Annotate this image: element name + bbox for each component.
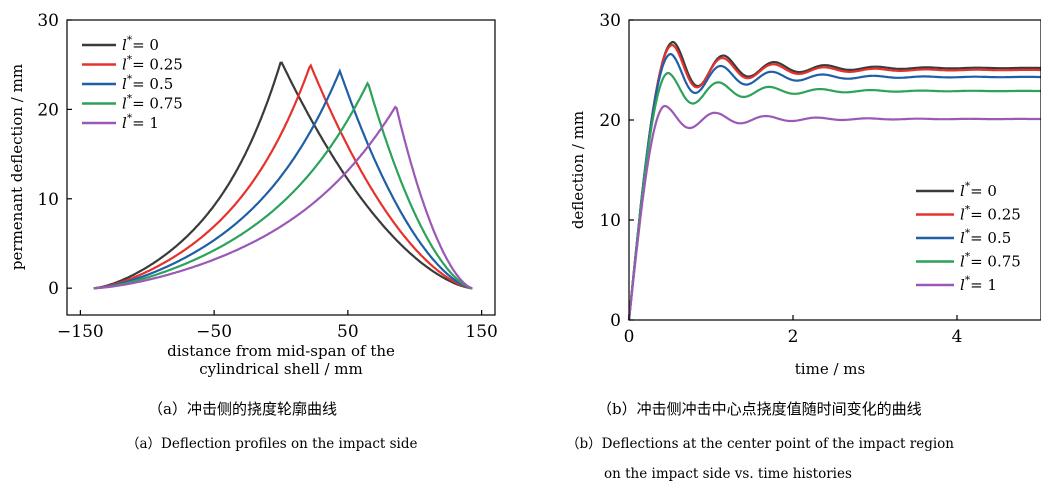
chart-b-ticks: 0 2 4 0 10 20 30: [599, 11, 962, 347]
chart-b-series-line: [627, 43, 1041, 321]
chart-a-ytick-label: 0: [48, 279, 59, 299]
chart-b-ytick-label: 0: [610, 311, 621, 331]
chart-b-legend: l*= 0 l*= 0.25 l*= 0.5 l*= 0.75 l*= 1: [916, 180, 1021, 294]
chart-b-series-line: [627, 71, 1041, 321]
chart-a-series-line: [93, 61, 473, 290]
chart-b-ytick-label: 10: [599, 211, 621, 231]
caption-b-en-1: （b）Deflections at the center point of th…: [566, 436, 954, 452]
chart-a-xtick-label: 150: [465, 322, 497, 342]
chart-b-ytick-label: 30: [599, 11, 621, 31]
chart-b-xtick-label: 0: [624, 327, 635, 347]
chart-b-xtick-label: 2: [788, 327, 799, 347]
chart-a-legend-label: l*= 0: [122, 34, 159, 54]
chart-a-xlabel-line2: cylindrical shell / mm: [199, 360, 362, 378]
caption-a-en: （a）Deflection profiles on the impact sid…: [126, 436, 418, 452]
chart-a-series-line: [93, 105, 473, 290]
chart-b-series-line: [627, 40, 1041, 321]
caption-a-cn: （a）冲击侧的挠度轮廓曲线: [148, 400, 337, 418]
chart-a-ytick-label: 20: [37, 100, 59, 120]
chart-b-legend-label: l*= 0: [960, 180, 997, 200]
chart-b-ytick-label: 20: [599, 111, 621, 131]
caption-b-cn: （b）冲击侧冲击中心点挠度值随时间变化的曲线: [597, 400, 922, 418]
chart-a-series-line: [93, 68, 473, 290]
chart-a: −150 −50 50 150 0 10 20 30 l*= 0l*= 0.25l*= 0.5…: [8, 11, 498, 378]
chart-b-series-line: [627, 52, 1041, 321]
chart-b-legend-label: l*= 0.5: [960, 227, 1011, 247]
chart-a-xtick-label: −150: [57, 322, 104, 342]
chart-a-ylabel: permenant deflection / mm: [8, 64, 26, 270]
chart-a-xtick-label: −50: [196, 322, 232, 342]
chart-b-legend-label: l*= 1: [960, 274, 997, 294]
chart-a-xtick-label: 50: [337, 322, 359, 342]
chart-b-xlabel: time / ms: [795, 360, 865, 378]
chart-a-ytick-label: 10: [37, 190, 59, 210]
chart-a-legend-label: l*= 0.25: [122, 54, 183, 74]
chart-a-series-line: [93, 63, 473, 290]
chart-a-ytick-label: 30: [37, 11, 59, 31]
chart-b-series-line: [627, 104, 1041, 321]
caption-b-en-2: on the impact side vs. time histories: [604, 466, 852, 482]
chart-a-series: [93, 61, 473, 290]
chart-a-legend-label: l*= 0.75: [122, 93, 183, 113]
chart-a-legend: l*= 0l*= 0.25l*= 0.5l*= 0.75l*= 1: [82, 34, 183, 132]
chart-a-xlabel-line1: distance from mid-span of the: [167, 342, 395, 360]
chart-b-xtick-label: 4: [952, 327, 963, 347]
chart-b-ylabel: deflection / mm: [569, 111, 587, 229]
chart-a-legend-label: l*= 1: [122, 112, 159, 132]
chart-a-frame: [66, 19, 496, 316]
chart-b-legend-label: l*= 0.75: [960, 251, 1021, 271]
chart-b-frame: [628, 19, 1041, 321]
chart-b-series: [627, 40, 1041, 321]
chart-b-legend-label: l*= 0.25: [960, 204, 1021, 224]
chart-a-series-line: [93, 81, 473, 290]
chart-a-ticks: −150 −50 50 150 0 10 20 30: [37, 11, 497, 342]
chart-a-legend-label: l*= 0.5: [122, 73, 173, 93]
